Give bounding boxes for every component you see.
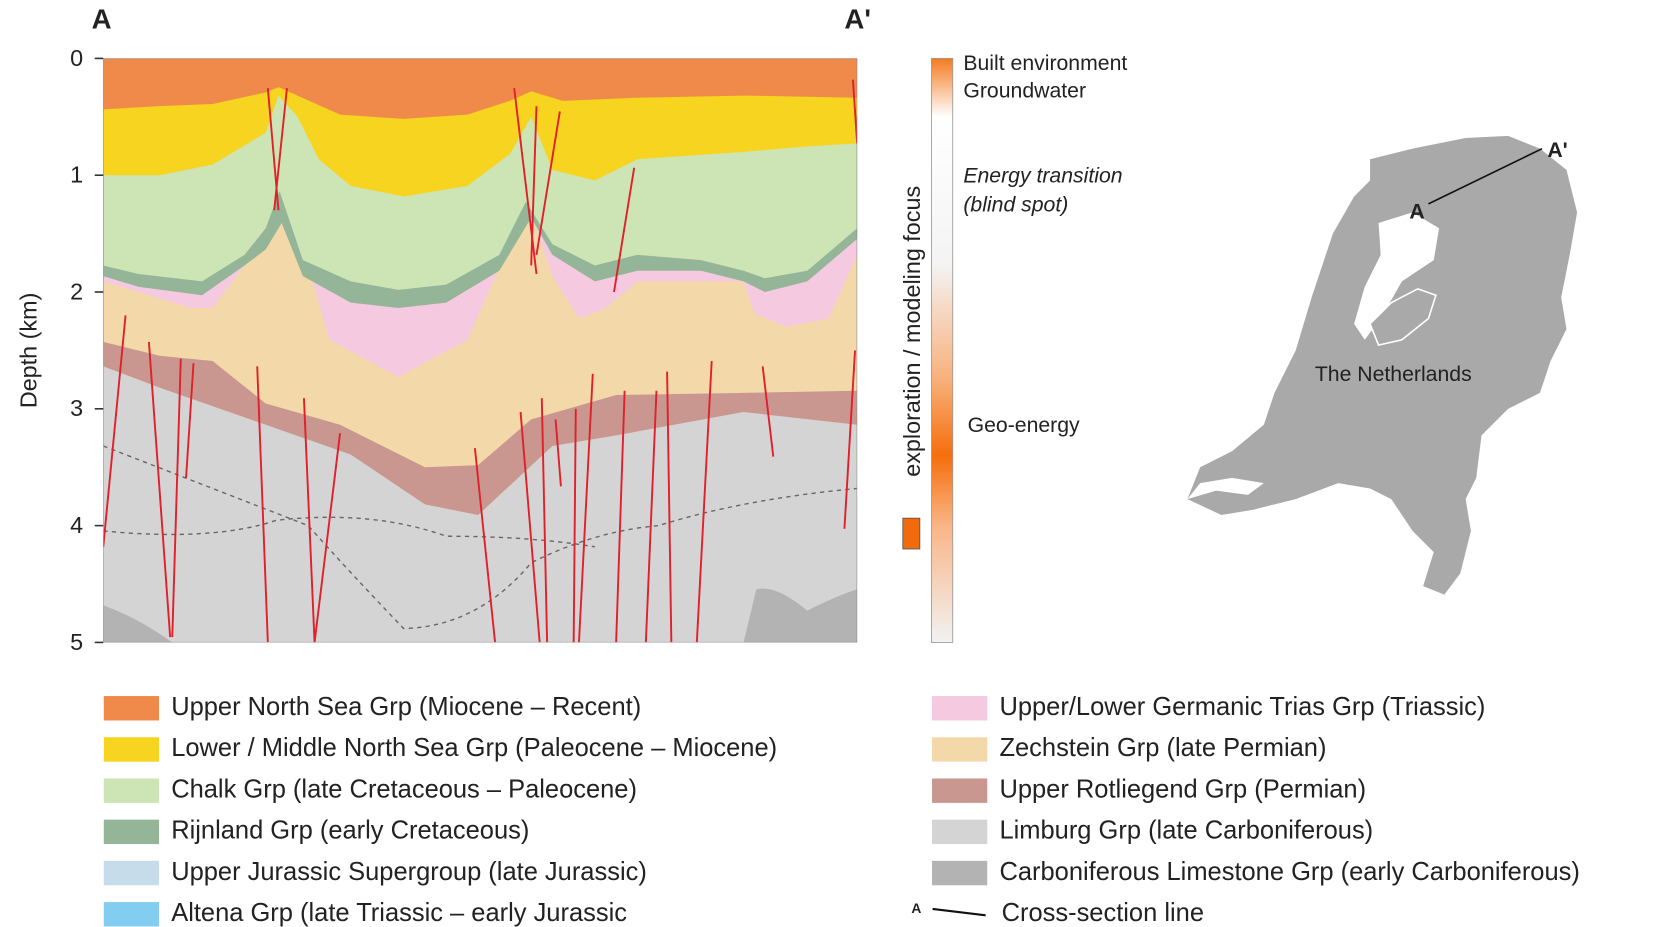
section-end-label: A' [844,4,870,35]
focus-label: exploration / modeling focus [899,186,925,477]
legend-label: Limburg Grp (late Carboniferous) [999,817,1373,845]
tick-label: 2 [70,278,83,304]
tick-label: 3 [70,395,83,421]
legend-symbol: A [911,901,921,916]
depth-axis: 0 1 2 3 4 5 [70,45,103,655]
legend-swatch [103,778,159,803]
legend-label: Rijnland Grp (early Cretaceous) [171,817,529,845]
tick-label: 0 [70,45,83,71]
map-label: The Netherlands [1315,363,1472,386]
legend-label: Upper/Lower Germanic Trias Grp (Triassic… [999,693,1485,721]
figure: A A' Depth (km) 0 1 2 3 4 5 exploration / mod… [0,0,1657,927]
map: A A' The Netherlands [1187,136,1577,595]
focus-swatch [903,518,920,549]
legend-swatch [103,696,159,721]
legend-swatch [932,778,988,803]
annotation: Built environment [963,52,1127,75]
annotation: Energy transition [963,165,1122,188]
tick-label: 1 [70,162,83,188]
legend-swatch [103,860,159,885]
legend-label: Carboniferous Limestone Grp (early Carbo… [999,858,1579,886]
annotation: Geo-energy [968,414,1080,437]
annotation: Groundwater [963,80,1086,103]
legend-label: Zechstein Grp (late Permian) [999,734,1326,762]
legend-label: Altena Grp (late Triassic – early Jurass… [171,899,627,927]
tick-label: 5 [70,629,83,655]
cross-section [103,58,857,642]
legend-swatch [103,902,159,927]
legend-label: Upper Rotliegend Grp (Permian) [999,775,1366,803]
legend-label: Upper Jurassic Supergroup (late Jurassic… [171,858,647,886]
legend-label: Lower / Middle North Sea Grp (Paleocene … [171,734,777,762]
legend-swatch [103,819,159,844]
legend-swatch [932,860,988,885]
section-start-label: A [92,4,112,35]
legend-swatch [932,819,988,844]
legend-swatch [932,696,988,721]
map-start-label: A [1409,201,1424,224]
axis-label: Depth (km) [15,293,41,409]
map-end-label: A' [1547,139,1567,162]
legend-swatch [103,737,159,762]
focus-bar [932,58,953,642]
legend-line [933,909,986,915]
legend-label: Chalk Grp (late Cretaceous – Paleocene) [171,775,637,803]
annotation: (blind spot) [963,193,1068,216]
tick-label: 4 [70,512,83,538]
legend-swatch [932,737,988,762]
legend-label: Upper North Sea Grp (Miocene – Recent) [171,693,641,721]
legend-label: Cross-section line [1002,899,1204,927]
legend: Upper North Sea Grp (Miocene – Recent) Lo… [103,693,1580,927]
